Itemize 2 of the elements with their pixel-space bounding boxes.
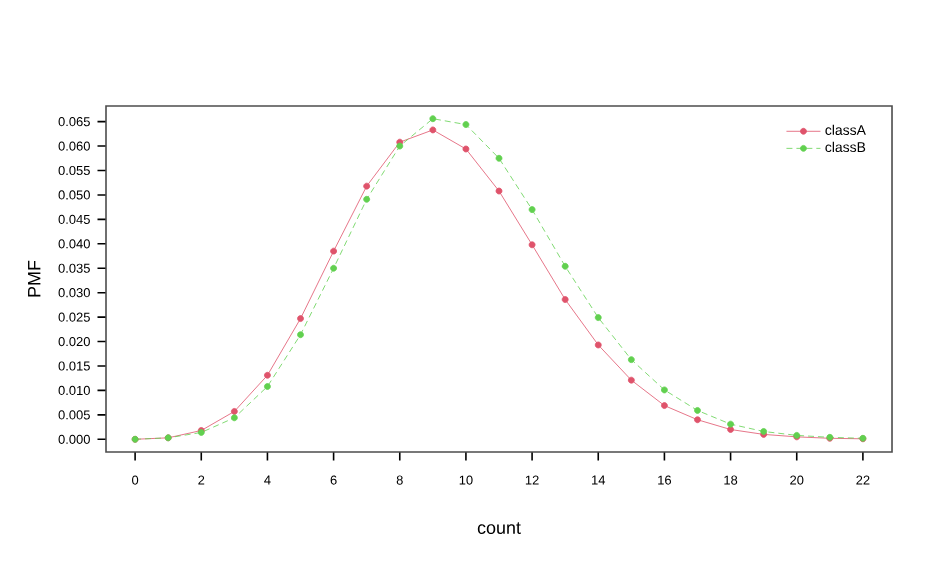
y-axis-title: PMF [28, 260, 41, 297]
x-axis-title: count [477, 522, 521, 535]
